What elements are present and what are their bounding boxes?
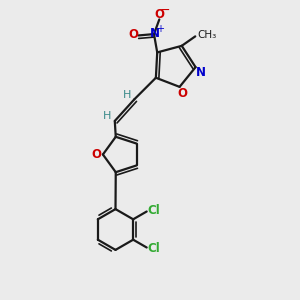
Text: N: N bbox=[150, 27, 160, 40]
Text: N: N bbox=[196, 66, 206, 79]
Text: O: O bbox=[154, 8, 164, 20]
Text: H: H bbox=[103, 112, 112, 122]
Text: Cl: Cl bbox=[147, 242, 160, 256]
Text: O: O bbox=[177, 87, 187, 100]
Text: H: H bbox=[123, 90, 131, 100]
Text: O: O bbox=[91, 148, 101, 161]
Text: O: O bbox=[128, 28, 138, 41]
Text: +: + bbox=[156, 24, 164, 34]
Text: −: − bbox=[160, 4, 170, 17]
Text: Cl: Cl bbox=[147, 203, 160, 217]
Text: CH₃: CH₃ bbox=[197, 30, 216, 40]
